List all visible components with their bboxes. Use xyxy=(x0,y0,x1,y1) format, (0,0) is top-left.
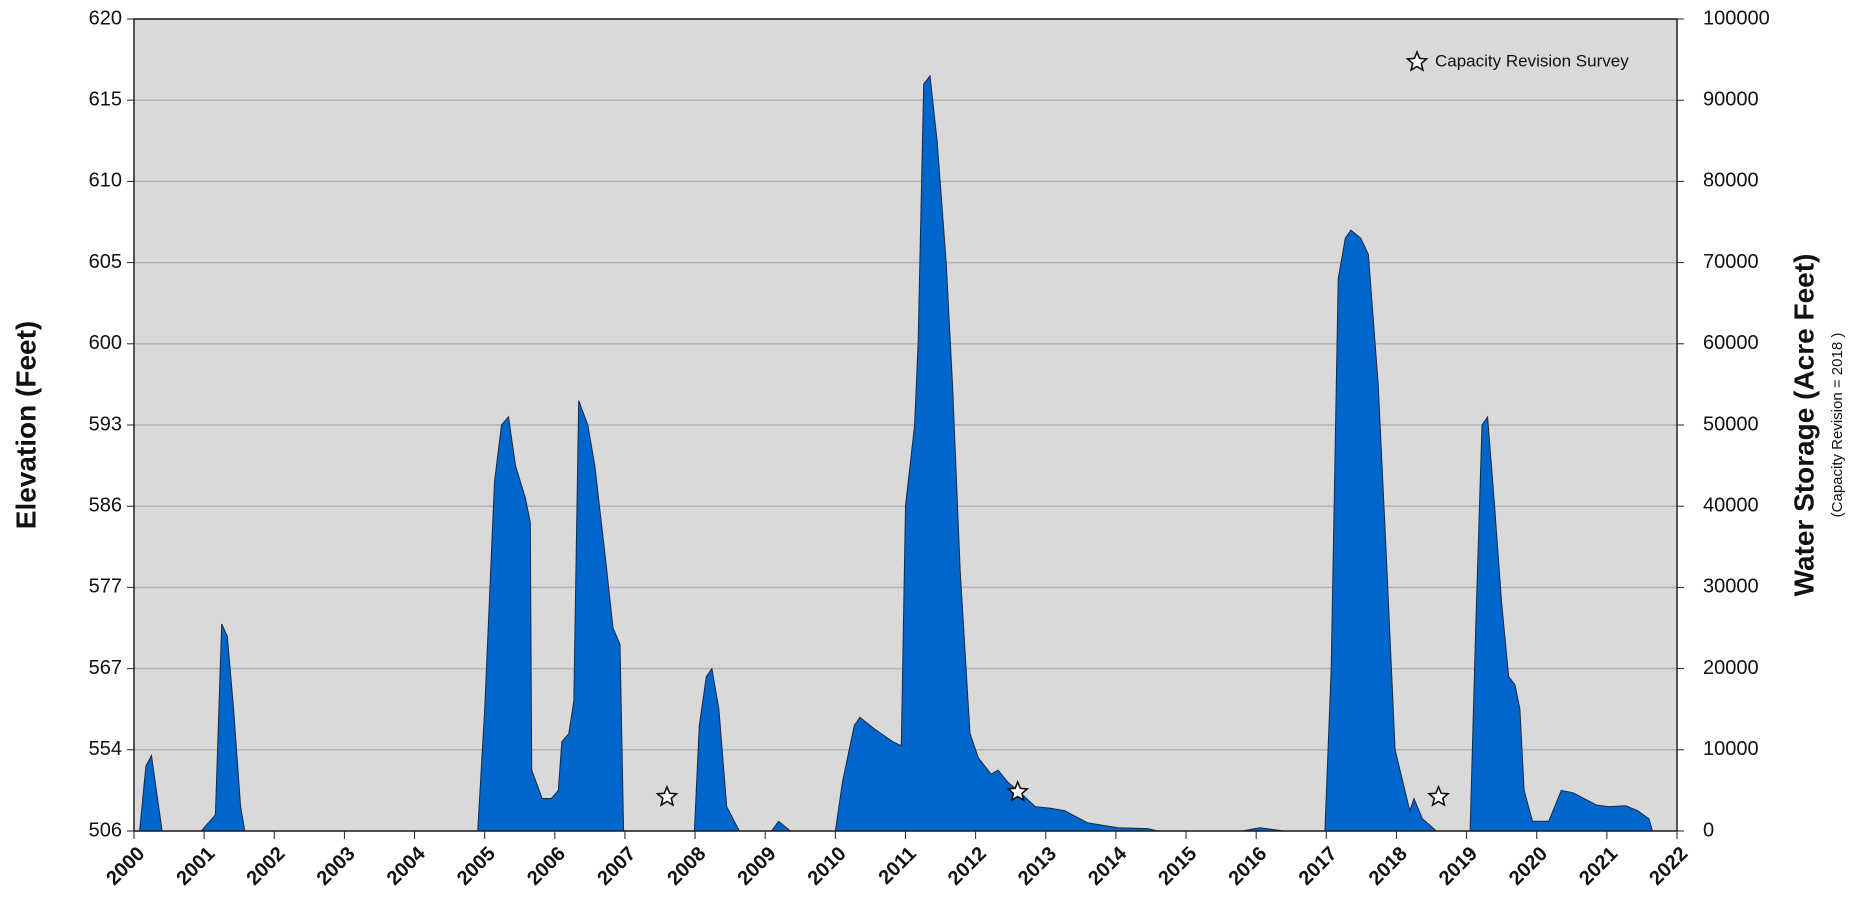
x-tick-label: 2019 xyxy=(1435,843,1482,890)
y-tick-label: 620 xyxy=(89,7,122,29)
x-tick-label: 2001 xyxy=(172,843,219,890)
legend-label: Capacity Revision Survey xyxy=(1435,51,1629,70)
y-tick-label: 577 xyxy=(89,576,122,598)
y-tick-label: 586 xyxy=(89,494,122,516)
y2-tick-label: 100000 xyxy=(1703,7,1770,29)
survey-marker xyxy=(655,784,679,807)
y-tick-label: 615 xyxy=(89,88,122,110)
x-tick-label: 2015 xyxy=(1154,843,1201,890)
x-tick-label: 2018 xyxy=(1365,843,1412,890)
y2-tick-label: 60000 xyxy=(1703,332,1759,354)
x-tick-label: 2022 xyxy=(1645,843,1692,890)
y2-axis-note: (Capacity Revision = 2018 ) xyxy=(1829,333,1846,518)
x-tick-label: 2007 xyxy=(593,843,640,890)
x-tick-label: 2004 xyxy=(383,842,431,890)
x-tick-label: 2002 xyxy=(243,843,290,890)
x-tick-label: 2003 xyxy=(313,843,360,890)
y2-tick-label: 30000 xyxy=(1703,576,1759,598)
y2-tick-label: 80000 xyxy=(1703,170,1759,192)
x-tick-label: 2014 xyxy=(1084,842,1132,890)
y2-tick-label: 70000 xyxy=(1703,251,1759,273)
x-tick-label: 2012 xyxy=(944,843,991,890)
y-tick-label: 610 xyxy=(89,170,122,192)
y-axis-title: Elevation (Feet) xyxy=(10,321,41,529)
x-tick-label: 2011 xyxy=(875,843,921,889)
y-tick-label: 554 xyxy=(89,738,122,760)
y2-tick-label: 0 xyxy=(1703,819,1714,841)
y2-tick-label: 90000 xyxy=(1703,88,1759,110)
x-tick-label: 2000 xyxy=(102,843,149,890)
storage-area xyxy=(134,74,1677,832)
plot-frame xyxy=(133,18,1678,832)
y-tick-label: 605 xyxy=(89,251,122,273)
x-tick-label: 2008 xyxy=(663,843,710,890)
x-tick-label: 2009 xyxy=(733,843,780,890)
y2-axis-title: Water Storage (Acre Feet) xyxy=(1788,254,1819,597)
y2-tick-label: 20000 xyxy=(1703,657,1759,679)
x-tick-label: 2020 xyxy=(1505,843,1552,890)
x-tick-label: 2013 xyxy=(1014,843,1061,890)
y2-tick-label: 10000 xyxy=(1703,738,1759,760)
y-tick-label: 506 xyxy=(89,819,122,841)
x-tick-label: 2016 xyxy=(1224,843,1271,890)
survey-marker xyxy=(1426,784,1450,807)
y-tick-label: 567 xyxy=(89,657,122,679)
x-tick-label: 2021 xyxy=(1575,843,1622,890)
y-tick-label: 600 xyxy=(89,332,122,354)
legend-marker xyxy=(1405,49,1429,72)
x-tick-label: 2010 xyxy=(804,843,851,890)
y2-tick-label: 40000 xyxy=(1703,494,1759,516)
x-tick-label: 2005 xyxy=(453,843,500,890)
survey-marker xyxy=(1006,779,1030,802)
x-tick-label: 2006 xyxy=(523,843,570,890)
x-tick-label: 2017 xyxy=(1295,843,1342,890)
y-tick-label: 593 xyxy=(89,413,122,435)
y2-tick-label: 50000 xyxy=(1703,413,1759,435)
